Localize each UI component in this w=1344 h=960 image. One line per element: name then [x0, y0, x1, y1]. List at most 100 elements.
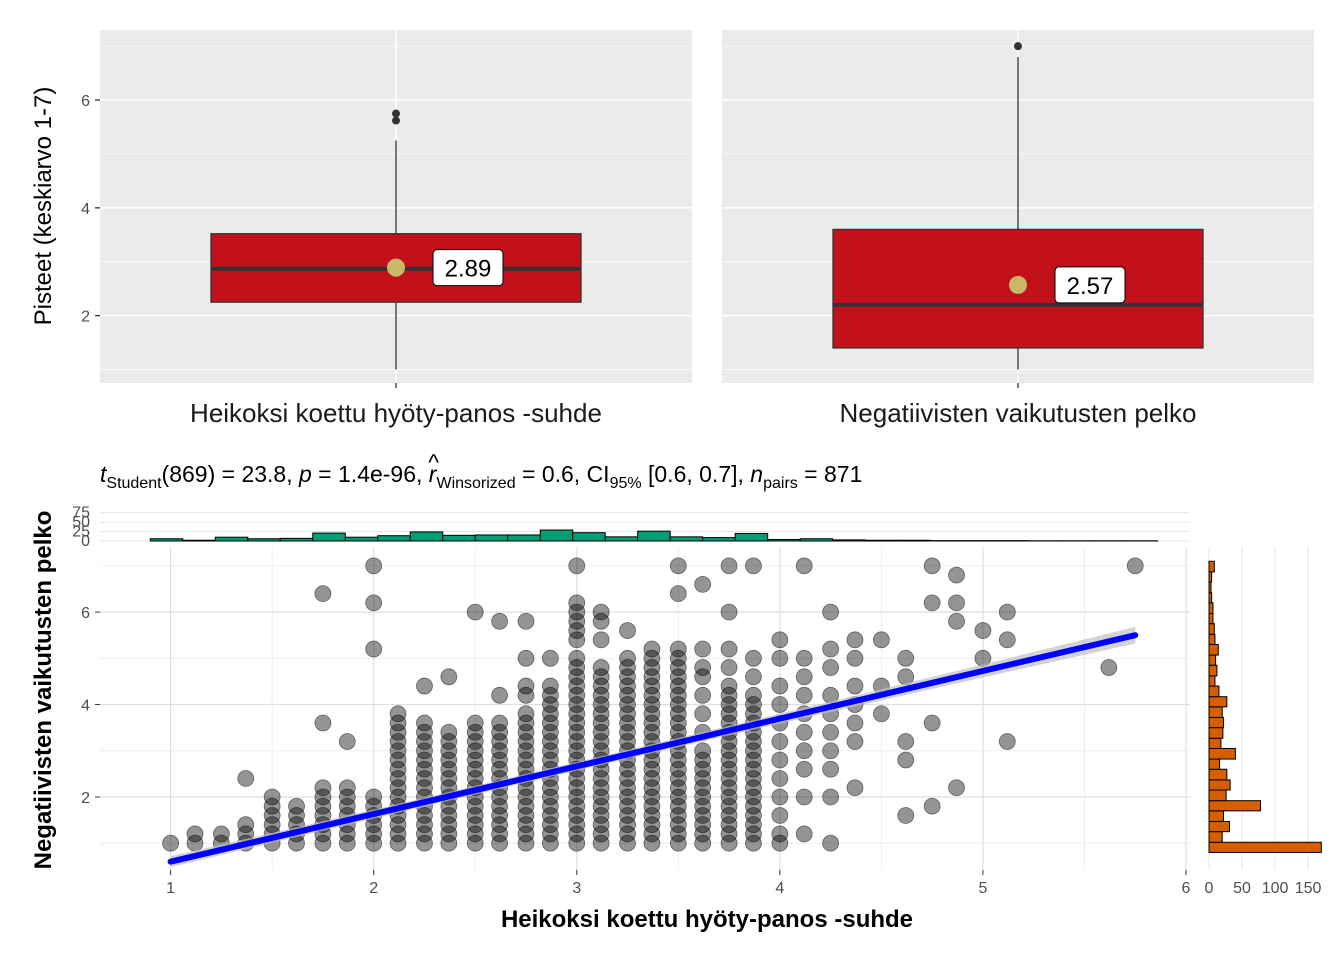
data-point [466, 797, 484, 815]
data-point [440, 751, 458, 769]
histogram-bar [247, 538, 281, 542]
data-point [517, 742, 535, 760]
data-point [643, 797, 661, 815]
data-point [745, 696, 762, 713]
data-point [643, 705, 661, 723]
data-point [643, 834, 661, 852]
x-tick-label: 5 [978, 880, 987, 897]
data-point [720, 751, 738, 769]
data-point [720, 557, 738, 575]
data-point [568, 825, 586, 843]
data-point [846, 714, 864, 732]
data-point [745, 834, 762, 852]
boxplot-figure: 2.89 2.57 2 4 6 Pisteet (keskiarvo 1-7) He… [30, 30, 1314, 428]
data-point [491, 751, 509, 769]
data-point [491, 788, 509, 806]
data-point [923, 714, 941, 732]
data-point [846, 649, 864, 667]
data-point [745, 686, 762, 704]
data-point [389, 816, 407, 834]
data-point [619, 733, 636, 750]
data-point [592, 825, 610, 843]
data-point [619, 668, 636, 686]
data-point [846, 733, 864, 750]
data-point [795, 742, 813, 760]
data-point [720, 640, 738, 658]
histogram-bar [409, 531, 444, 542]
data-point [592, 807, 610, 824]
data-point [466, 723, 484, 741]
data-point [440, 733, 458, 750]
data-point [263, 788, 281, 806]
data-point [745, 733, 762, 750]
data-point [694, 659, 712, 676]
histogram-bar [1208, 841, 1322, 853]
data-point [669, 807, 687, 824]
histogram-bar [897, 539, 931, 542]
histogram-bar [507, 534, 541, 542]
y-tick-label: 6 [81, 93, 90, 110]
data-point [541, 742, 559, 760]
data-point [416, 742, 433, 760]
data-point [720, 686, 738, 704]
data-point [669, 677, 687, 695]
data-point [771, 770, 789, 787]
data-point [541, 751, 559, 769]
data-point [872, 631, 890, 649]
scatter-panel: 1 2 3 4 5 6 2 4 6 [81, 547, 1191, 897]
data-point [389, 705, 407, 723]
data-point [619, 696, 636, 713]
data-point [568, 649, 586, 667]
histogram-bar [344, 536, 379, 542]
data-point [517, 751, 535, 769]
data-point [592, 668, 610, 686]
mean-label: 2.57 [1067, 273, 1114, 300]
data-point [694, 816, 712, 834]
histogram-bar [1208, 664, 1218, 677]
data-point [568, 612, 586, 630]
data-point [1126, 557, 1144, 575]
data-point [416, 807, 433, 824]
data-point [365, 825, 383, 843]
data-point [517, 723, 535, 741]
data-point [517, 705, 535, 723]
histogram-bar [637, 530, 671, 542]
data-point [365, 557, 383, 575]
data-point [541, 649, 559, 667]
data-point [643, 649, 661, 667]
data-point [314, 779, 332, 797]
data-point [846, 631, 864, 649]
data-point [389, 733, 407, 750]
data-point [263, 797, 281, 815]
data-point [389, 834, 407, 852]
data-point [923, 797, 941, 815]
data-point [517, 788, 535, 806]
data-point [416, 751, 433, 769]
data-point [288, 797, 305, 815]
data-point [795, 723, 813, 741]
data-point [694, 825, 712, 843]
data-point [466, 760, 484, 778]
data-point [974, 622, 992, 639]
data-point [440, 760, 458, 778]
data-point [237, 770, 255, 787]
stat-r-value: = 0.6, CI [516, 461, 610, 487]
stat-n-subscript: pairs [763, 475, 798, 492]
data-point [771, 696, 789, 713]
histogram-bar [1208, 633, 1216, 645]
data-point [795, 686, 813, 704]
histogram-bar [1208, 768, 1228, 781]
data-point [517, 834, 535, 852]
data-point [263, 816, 281, 834]
data-point [416, 714, 433, 732]
histogram-bar [377, 535, 411, 542]
data-point [592, 603, 610, 621]
data-point [619, 797, 636, 815]
facet-label-right: Negatiivisten vaikutusten pelko [840, 398, 1197, 428]
data-point [694, 640, 712, 658]
data-point [568, 659, 586, 676]
data-point [389, 760, 407, 778]
data-point [923, 594, 941, 612]
data-point [822, 659, 840, 676]
histogram-bar [474, 534, 509, 542]
